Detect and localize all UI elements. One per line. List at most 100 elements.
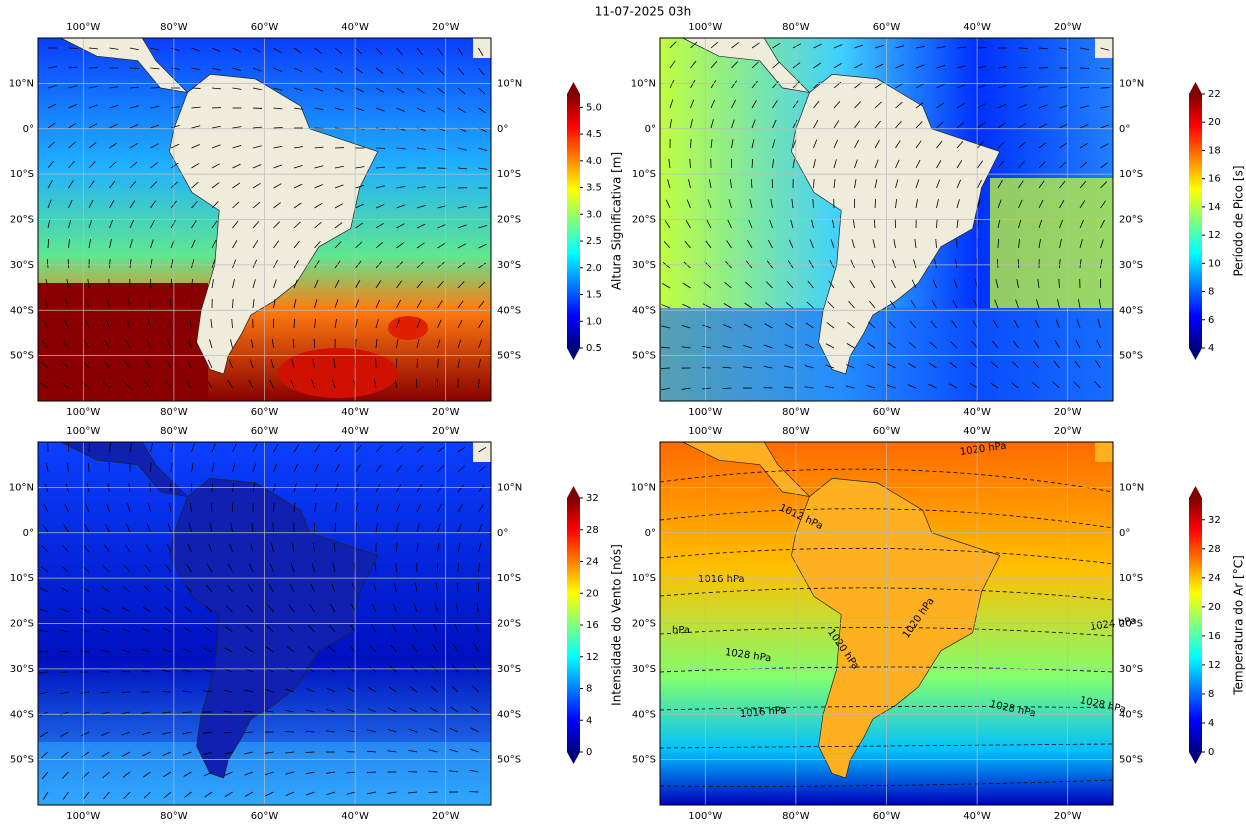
frame [659,441,1114,806]
arrow [68,219,72,229]
arrow [243,731,254,733]
arrow [368,687,377,693]
arrow [87,279,90,289]
arrow [184,605,192,613]
arrow [743,323,753,329]
arrow [977,219,980,229]
lat-tick-label: 40°S [632,305,656,316]
arrow [211,125,221,129]
arrow [854,101,862,109]
arrow [182,711,192,713]
arrow [211,239,217,249]
arrow [203,771,213,777]
lat-tick-label: 10°N [1119,78,1144,89]
arrow [471,706,479,713]
arrow [293,463,299,473]
arrow [1079,47,1089,51]
arrow [1079,180,1087,189]
arrow [142,751,151,757]
arrow [187,543,192,553]
arrow [1055,319,1060,329]
arrow [355,184,365,189]
arrow [453,644,459,653]
colorbar-tick-label: 18 [1208,145,1221,156]
arrow [102,586,110,593]
arrow [997,66,1007,69]
arrow [306,667,315,673]
arrow [950,341,958,349]
arrow [104,523,110,533]
arrow [245,625,254,633]
arrow [895,64,904,69]
arrow [437,280,444,289]
arrow [457,446,466,453]
arrow [101,607,110,613]
map-panel [37,37,492,402]
arrow [268,584,274,593]
arrow [231,318,233,329]
arrow [808,260,814,269]
arrow [784,365,794,369]
arrow [396,67,404,75]
colorbar-extend [1189,752,1202,764]
lon-tick-label: 60°W [873,407,901,418]
arrow [292,543,295,553]
arrow [915,179,920,189]
arrow [478,107,487,114]
africa [473,38,491,58]
arrow [59,691,69,695]
lon-tick-label: 20°W [1054,22,1082,33]
arrow [437,47,444,56]
arrow [388,707,397,713]
arrow [314,483,318,493]
colorbar-tick-label: 8 [1208,287,1214,298]
lat-tick-label: 10°N [497,78,522,89]
arrow [273,107,283,110]
colorbar-extend [1189,82,1202,94]
arrow [46,463,49,473]
arrow [355,203,364,209]
arrow [396,147,406,150]
arrow [829,259,835,269]
arrow [47,122,56,129]
arrow [1038,85,1048,89]
arrow [191,259,195,269]
arrow [273,443,279,453]
arrow [1076,319,1081,329]
arrow [1096,339,1101,349]
arrow [1057,299,1060,309]
arrow [936,179,941,189]
arrow [86,299,90,309]
arrow [1059,86,1069,89]
lon-tick-label: 80°W [160,426,188,437]
colorbar-tick-label: 5.0 [586,102,602,113]
colorbar-label: Período de Pico [s] [1232,165,1246,276]
arrow [305,771,315,775]
arrow [88,219,93,229]
lat-tick-label: 40°S [497,709,521,720]
arrow [373,583,377,593]
arrow [1031,381,1040,389]
arrow [129,124,139,129]
colorbar-extend [567,486,580,498]
arrow [690,60,697,69]
lon-tick-label: 60°W [873,811,901,822]
arrow [416,484,423,493]
arrow [109,199,115,209]
arrow [1038,104,1048,109]
arrow [204,626,213,633]
arrow [951,320,958,329]
arrow [191,443,195,453]
arrow [854,63,863,69]
arrow [1018,239,1020,249]
colorbar-tick-label: 20 [586,588,599,599]
lat-tick-label: 10°S [497,169,521,180]
lat-tick-label: 10°N [631,482,656,493]
arrow [785,301,794,309]
arrow [123,381,131,389]
storm [388,316,428,340]
arrow [1012,340,1019,349]
arrow [211,182,220,189]
arrow [305,751,315,753]
arrow [121,751,131,757]
